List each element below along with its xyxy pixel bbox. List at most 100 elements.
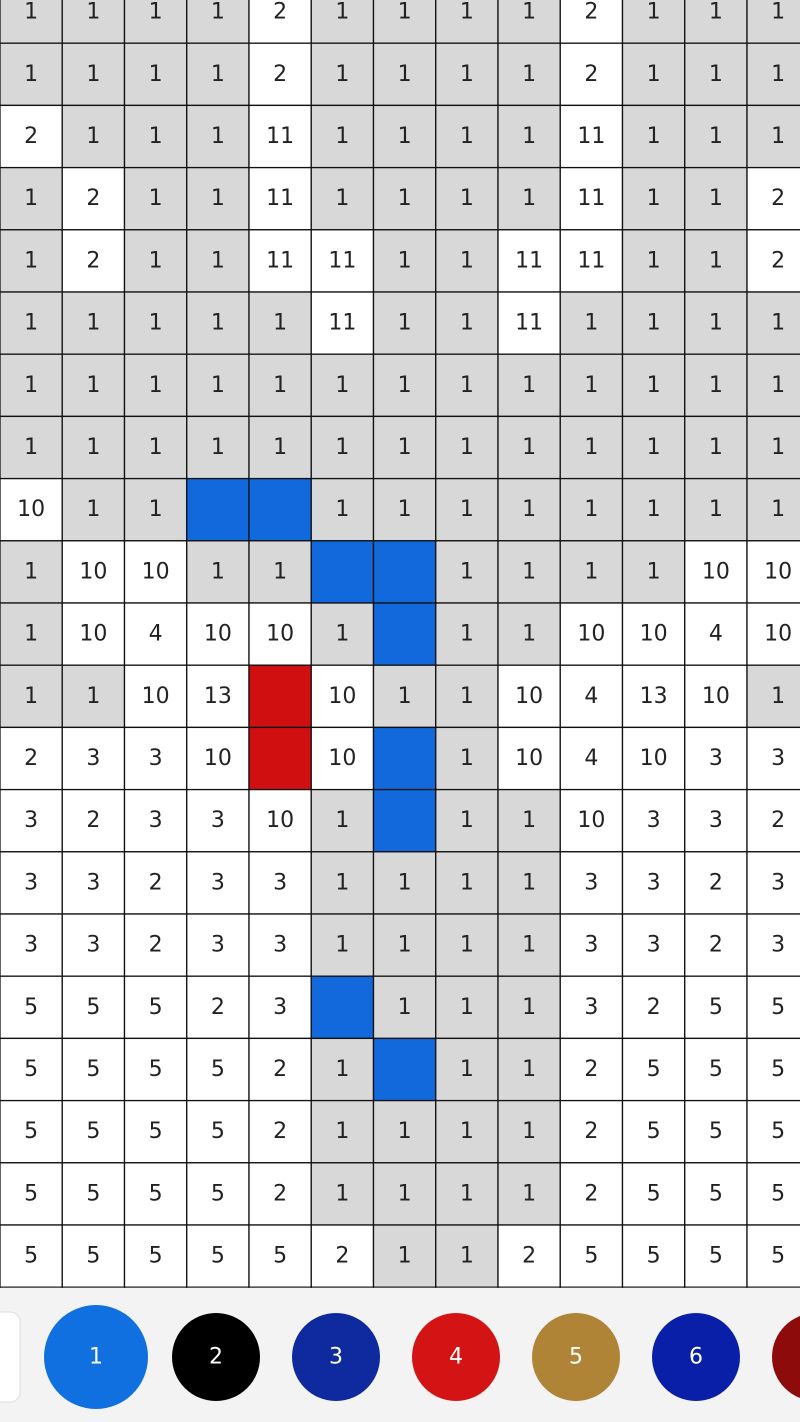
cell[interactable] xyxy=(248,229,312,293)
cell[interactable] xyxy=(248,602,312,666)
cell[interactable] xyxy=(61,477,126,542)
cell[interactable] xyxy=(497,415,561,480)
cell[interactable] xyxy=(497,913,561,977)
palette-color[interactable] xyxy=(44,1305,148,1409)
cell[interactable] xyxy=(186,851,250,915)
cell[interactable] xyxy=(372,0,437,44)
cell[interactable] xyxy=(621,975,686,1040)
cell[interactable] xyxy=(559,726,624,791)
cell[interactable] xyxy=(123,166,188,231)
palette-color[interactable] xyxy=(532,1313,620,1401)
cell[interactable] xyxy=(746,1162,800,1226)
cell[interactable] xyxy=(497,1099,561,1164)
cell[interactable] xyxy=(435,229,499,293)
cell[interactable] xyxy=(248,1037,312,1102)
cell[interactable] xyxy=(497,166,561,231)
cell[interactable] xyxy=(621,664,686,729)
cell[interactable] xyxy=(123,415,188,480)
cell[interactable] xyxy=(186,788,250,853)
painted-cell[interactable] xyxy=(372,726,437,791)
cell[interactable] xyxy=(435,1037,499,1102)
cell[interactable] xyxy=(61,1099,126,1164)
cell[interactable] xyxy=(684,1099,748,1164)
cell[interactable] xyxy=(621,1099,686,1164)
cell[interactable] xyxy=(621,104,686,169)
cell[interactable] xyxy=(310,1037,375,1102)
cell[interactable] xyxy=(123,851,188,915)
cell[interactable] xyxy=(372,1224,437,1288)
cell[interactable] xyxy=(372,104,437,169)
cell[interactable] xyxy=(310,664,375,729)
painted-cell[interactable] xyxy=(186,477,250,542)
cell[interactable] xyxy=(310,788,375,853)
cell[interactable] xyxy=(372,353,437,418)
cell[interactable] xyxy=(0,1099,63,1164)
painted-cell[interactable] xyxy=(248,477,312,542)
cell[interactable] xyxy=(497,104,561,169)
cell[interactable] xyxy=(559,975,624,1040)
cell[interactable] xyxy=(746,353,800,418)
cell[interactable] xyxy=(435,602,499,666)
cell[interactable] xyxy=(123,1037,188,1102)
cell[interactable] xyxy=(435,0,499,44)
cell[interactable] xyxy=(123,975,188,1040)
cell[interactable] xyxy=(559,1224,624,1288)
cell[interactable] xyxy=(559,0,624,44)
cell[interactable] xyxy=(372,415,437,480)
cell[interactable] xyxy=(435,415,499,480)
cell[interactable] xyxy=(123,788,188,853)
painted-cell[interactable] xyxy=(372,788,437,853)
cell[interactable] xyxy=(746,477,800,542)
cell[interactable] xyxy=(123,291,188,355)
cell[interactable] xyxy=(497,477,561,542)
cell[interactable] xyxy=(123,1162,188,1226)
cell[interactable] xyxy=(123,913,188,977)
cell[interactable] xyxy=(559,104,624,169)
cell[interactable] xyxy=(0,291,63,355)
cell[interactable] xyxy=(372,851,437,915)
cell[interactable] xyxy=(559,1099,624,1164)
cell[interactable] xyxy=(746,0,800,44)
cell[interactable] xyxy=(621,1224,686,1288)
cell[interactable] xyxy=(746,104,800,169)
cell[interactable] xyxy=(310,1099,375,1164)
cell[interactable] xyxy=(0,540,63,604)
cell[interactable] xyxy=(684,726,748,791)
cell[interactable] xyxy=(559,229,624,293)
cell[interactable] xyxy=(559,602,624,666)
cell[interactable] xyxy=(186,0,250,44)
cell[interactable] xyxy=(123,477,188,542)
cell[interactable] xyxy=(435,1099,499,1164)
cell[interactable] xyxy=(372,975,437,1040)
cell[interactable] xyxy=(248,1099,312,1164)
cell[interactable] xyxy=(123,664,188,729)
cell[interactable] xyxy=(61,1162,126,1226)
cell[interactable] xyxy=(310,353,375,418)
cell[interactable] xyxy=(0,353,63,418)
cell[interactable] xyxy=(248,104,312,169)
cell[interactable] xyxy=(746,1099,800,1164)
cell[interactable] xyxy=(310,913,375,977)
cell[interactable] xyxy=(248,415,312,480)
cell[interactable] xyxy=(123,229,188,293)
cell[interactable] xyxy=(372,42,437,107)
cell[interactable] xyxy=(559,1037,624,1102)
cell[interactable] xyxy=(61,602,126,666)
cell[interactable] xyxy=(0,726,63,791)
cell[interactable] xyxy=(310,602,375,666)
cell[interactable] xyxy=(310,1224,375,1288)
cell[interactable] xyxy=(186,1162,250,1226)
cell[interactable] xyxy=(61,353,126,418)
cell[interactable] xyxy=(61,664,126,729)
cell[interactable] xyxy=(621,602,686,666)
cell[interactable] xyxy=(746,415,800,480)
cell[interactable] xyxy=(123,1224,188,1288)
cell[interactable] xyxy=(746,42,800,107)
cell[interactable] xyxy=(186,166,250,231)
cell[interactable] xyxy=(497,664,561,729)
cell[interactable] xyxy=(559,291,624,355)
cell[interactable] xyxy=(186,229,250,293)
cell[interactable] xyxy=(186,415,250,480)
cell[interactable] xyxy=(746,1037,800,1102)
cell[interactable] xyxy=(248,353,312,418)
